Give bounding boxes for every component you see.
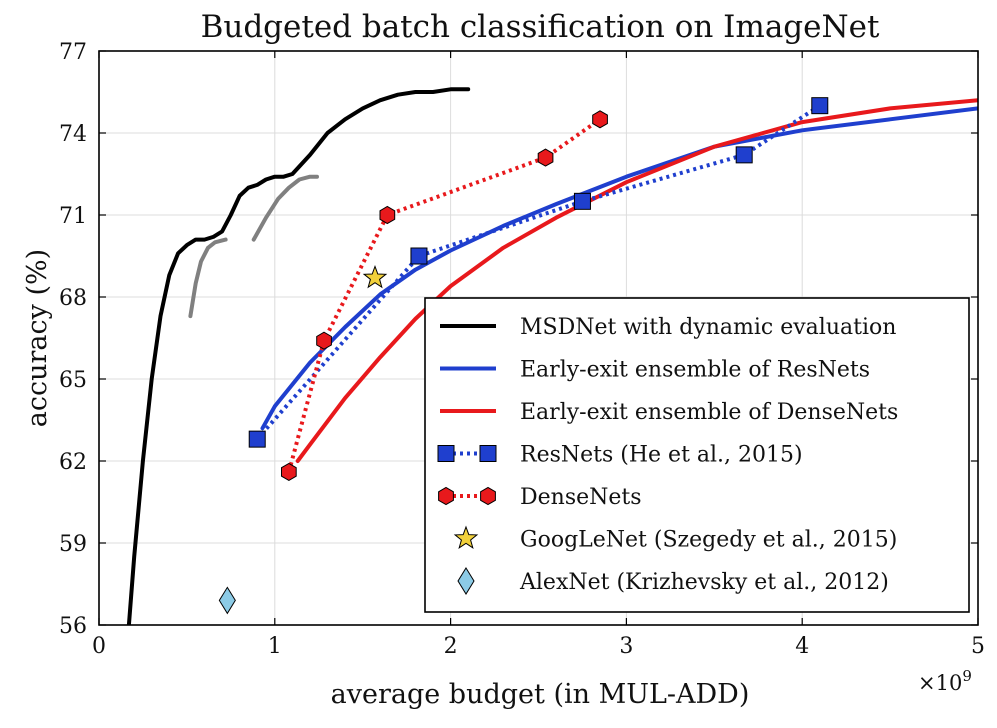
legend-swatch-marker — [479, 445, 497, 462]
square-point — [573, 192, 591, 210]
legend-item: MSDNet with dynamic evaluation — [440, 315, 896, 340]
square-point — [811, 97, 829, 115]
y-tick-label: 74 — [59, 122, 87, 147]
square-point — [410, 247, 428, 265]
legend-label: AlexNet (Krizhevsky et al., 2012) — [519, 570, 889, 595]
legend-label: MSDNet with dynamic evaluation — [520, 315, 896, 340]
square-marker — [811, 97, 829, 115]
hexagon-marker — [379, 205, 396, 225]
x-exponent-power: 9 — [962, 667, 972, 685]
legend-swatch-marker — [453, 525, 479, 549]
hexagon-point — [379, 205, 396, 225]
series-layer — [126, 87, 978, 625]
legend-item: GoogLeNet (Szegedy et al., 2015) — [453, 525, 897, 553]
series-line — [260, 106, 978, 431]
hexagon-marker — [480, 486, 496, 506]
hexagon-marker — [592, 110, 608, 129]
square-marker — [437, 445, 455, 462]
legend-item: Early-exit ensemble of DenseNets — [440, 400, 898, 425]
square-marker — [573, 192, 591, 210]
hexagon-point — [537, 148, 554, 167]
hexagon-marker — [537, 148, 554, 167]
x-tick-label: 4 — [795, 634, 809, 659]
legend-item: AlexNet (Krizhevsky et al., 2012) — [457, 567, 889, 595]
legend-swatch-marker — [457, 567, 475, 595]
x-tick-label: 1 — [268, 634, 282, 659]
legend-label: Early-exit ensemble of ResNets — [520, 358, 870, 383]
hexagon-marker — [316, 331, 332, 350]
legend-item: ResNets (He et al., 2015) — [437, 443, 803, 468]
hexagon-marker — [281, 462, 297, 481]
x-axis-title: average budget (in MUL-ADD) — [331, 679, 750, 710]
series-dotted-line — [255, 104, 821, 441]
legend-label: GoogLeNet (Szegedy et al., 2015) — [520, 528, 897, 553]
x-exponent-base: ×10 — [918, 671, 962, 695]
x-tick-label: 3 — [619, 634, 633, 659]
square-marker — [410, 247, 428, 265]
star-marker — [362, 264, 388, 289]
y-tick-label: 56 — [59, 614, 87, 639]
legend-swatch-marker — [480, 486, 496, 506]
y-tick-label: 59 — [59, 532, 87, 557]
hexagon-point — [281, 462, 297, 481]
legend-item: DenseNets — [438, 485, 642, 510]
legend-swatch-marker — [437, 445, 455, 462]
diamond-marker — [218, 586, 236, 615]
legend-label: DenseNets — [520, 485, 642, 510]
x-exponent-label: ×109 — [918, 667, 972, 695]
diamond-point — [218, 586, 236, 615]
square-point — [735, 146, 753, 164]
plot-frame — [98, 50, 979, 626]
legend-box — [424, 297, 970, 613]
series-line — [295, 98, 978, 463]
hexagon-point — [316, 331, 332, 350]
legend: MSDNet with dynamic evaluation Early-exit… — [424, 297, 970, 613]
square-point — [248, 430, 266, 448]
series-line — [126, 87, 471, 625]
square-marker — [479, 445, 497, 462]
star-point — [362, 264, 388, 289]
marker-layer — [218, 97, 829, 615]
series-line-segment — [251, 174, 319, 242]
y-tick-label: 71 — [59, 204, 87, 229]
legend-swatch-marker — [438, 486, 454, 506]
x-tick-label: 5 — [971, 634, 985, 659]
hexagon-point — [592, 110, 608, 129]
y-tick-label: 65 — [59, 368, 87, 393]
tick-layer: 0 1 2 3 4 5 56 59 62 65 68 71 74 77 — [59, 40, 985, 659]
x-tick-label: 0 — [92, 634, 106, 659]
hexagon-marker — [438, 486, 454, 506]
star-marker — [453, 525, 479, 549]
y-tick-label: 68 — [59, 286, 87, 311]
y-axis-title: accuracy (%) — [22, 249, 53, 427]
legend-item: Early-exit ensemble of ResNets — [440, 358, 870, 383]
series-line-segment — [188, 237, 228, 319]
diamond-marker — [457, 567, 475, 595]
square-marker — [248, 430, 266, 448]
y-tick-label: 77 — [59, 40, 87, 65]
chart-title: Budgeted batch classification on ImageNe… — [201, 9, 880, 45]
x-tick-label: 2 — [444, 634, 458, 659]
legend-label: Early-exit ensemble of DenseNets — [520, 400, 898, 425]
square-marker — [735, 146, 753, 164]
y-tick-label: 62 — [59, 450, 87, 475]
legend-label: ResNets (He et al., 2015) — [520, 443, 803, 468]
